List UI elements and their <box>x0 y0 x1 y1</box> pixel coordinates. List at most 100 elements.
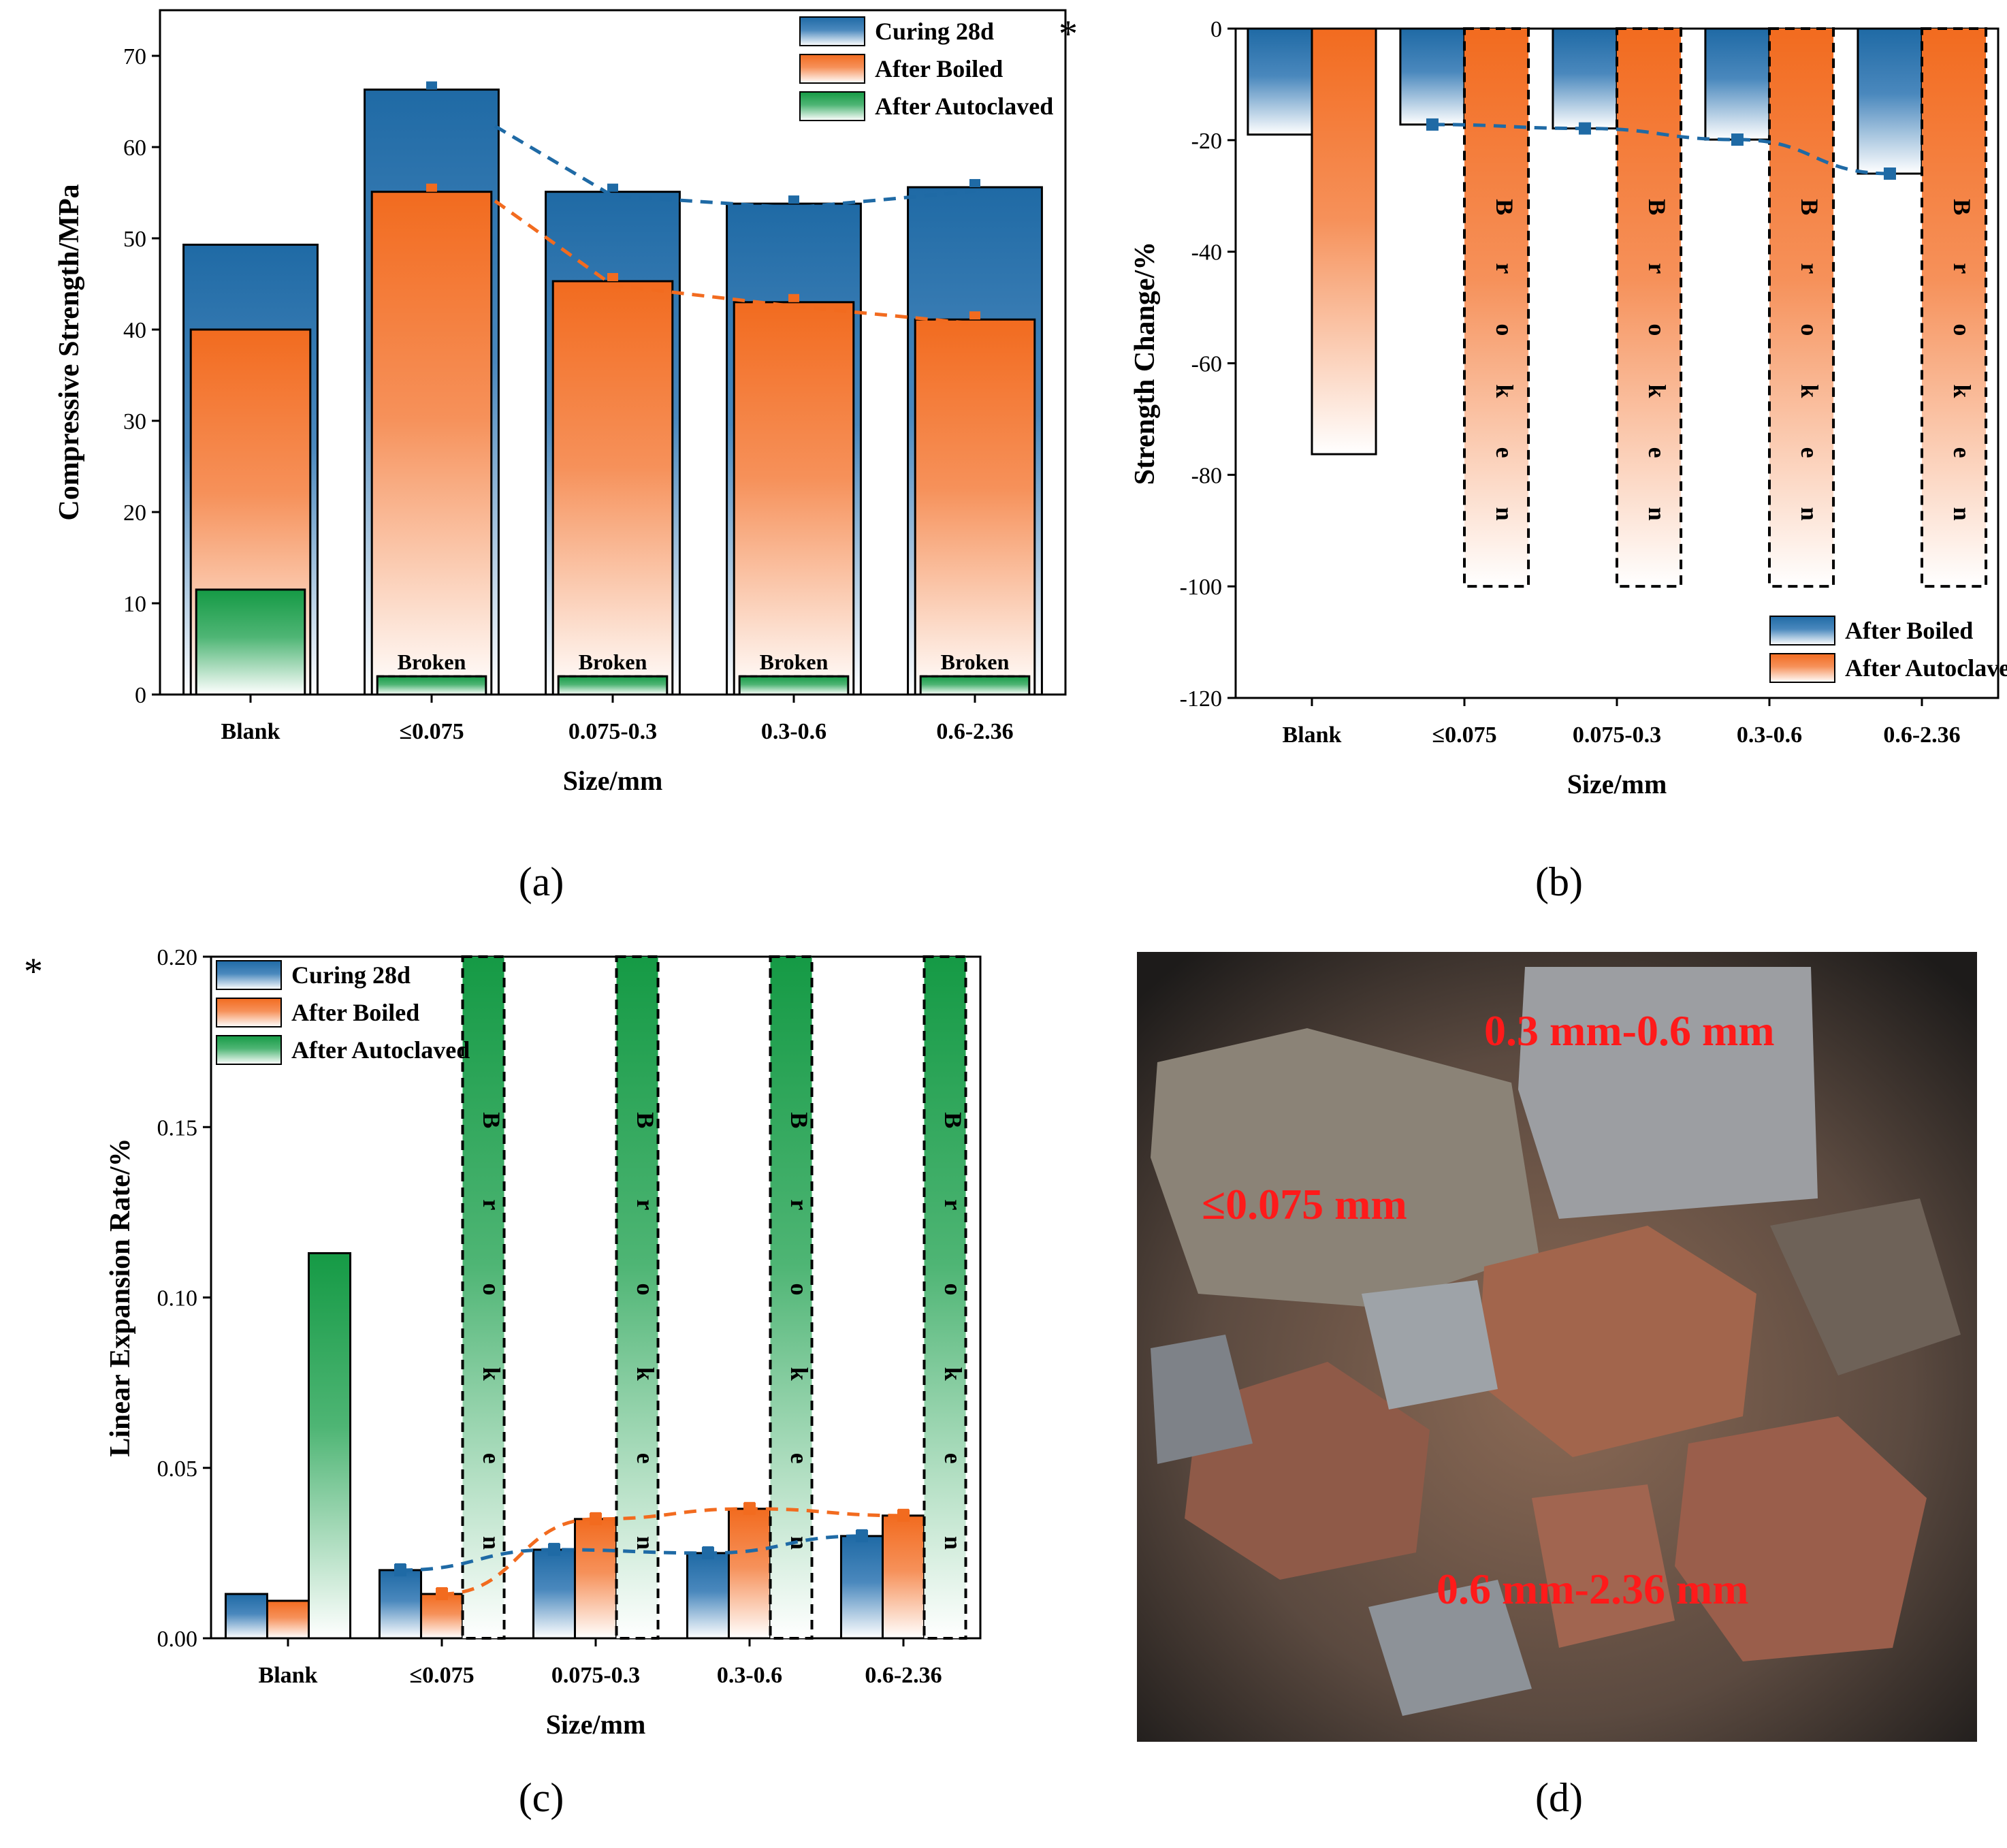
x-tick-label: 0.6-2.36 <box>865 1663 942 1688</box>
trend-line-curing <box>1432 123 1890 176</box>
bar-boiled <box>551 280 674 696</box>
bar-broken-boiled <box>1464 29 1529 587</box>
broken-letter: r <box>1491 263 1518 274</box>
trend-point <box>1426 118 1439 131</box>
bar-curing <box>1247 27 1313 136</box>
broken-letter: o <box>632 1283 659 1295</box>
broken-letter: o <box>1491 323 1518 336</box>
broken-letter: e <box>1948 447 1976 458</box>
photo-chunk <box>1151 1028 1539 1307</box>
trend-line-curing <box>494 125 976 210</box>
bar-broken-autoclaved <box>376 675 487 696</box>
trend-point <box>1731 133 1744 146</box>
bar-autoclaved <box>195 588 306 696</box>
broken-letter: r <box>1796 263 1823 274</box>
y-tick-label: 30 <box>123 409 146 434</box>
x-tick-label: ≤0.075 <box>1432 722 1496 748</box>
broken-letter: r <box>940 1199 967 1210</box>
broken-letter: o <box>478 1283 505 1295</box>
photo-size-label: 0.3 mm-0.6 mm <box>1484 1006 1775 1055</box>
broken-letter: B <box>478 1112 505 1128</box>
legend-label: Curing 28d <box>291 961 411 989</box>
bar-broken-autoclaved <box>557 675 669 696</box>
broken-letter: e <box>786 1453 813 1464</box>
broken-letter: e <box>478 1453 505 1464</box>
bar-broken-autoclaved <box>770 957 812 1638</box>
legend-label: After Autoclaved <box>1845 654 2007 682</box>
chart-panel-a: 0 10 20 30 40 50 60 70 Blank ≤0.075 0.075-0.3 0.3-0… <box>54 9 1067 796</box>
y-tick-label: 0.20 <box>157 945 198 970</box>
y-tick-label: 20 <box>123 500 146 526</box>
photo-chunk <box>1518 967 1818 1219</box>
legend-label: After Boiled <box>291 999 419 1026</box>
broken-letter: k <box>1643 384 1671 398</box>
bar-boiled <box>370 191 493 696</box>
broken-outline <box>615 955 660 1640</box>
bar-curing <box>686 1552 730 1640</box>
broken-letter: o <box>1948 323 1976 336</box>
broken-letter: B <box>940 1112 967 1128</box>
broken-letter: k <box>940 1367 967 1381</box>
broken-letter: e <box>1491 447 1518 458</box>
bar-boiled <box>573 1518 618 1640</box>
broken-label: Broken <box>760 650 829 674</box>
broken-letter: r <box>1948 263 1976 274</box>
panel-captions: (a) (b) (c) (d) <box>519 859 1583 1820</box>
broken-outline <box>1921 27 1988 588</box>
broken-letter: n <box>1643 507 1671 521</box>
broken-letter: o <box>940 1283 967 1295</box>
legend-swatch <box>1769 653 1835 683</box>
y-tick-label: 60 <box>123 136 146 161</box>
panel-caption-a: (a) <box>519 859 564 904</box>
broken-outline <box>1463 27 1530 588</box>
legend-label: After Autoclaved <box>291 1036 470 1064</box>
bar-boiled <box>419 1593 464 1640</box>
bar-curing <box>224 1593 268 1640</box>
x-tick-label: Blank <box>1283 722 1342 748</box>
error-bar-cap <box>607 183 618 192</box>
x-tick-label: 0.3-0.6 <box>761 719 826 744</box>
trend-point <box>897 1509 910 1522</box>
broken-letter: B <box>1643 199 1671 215</box>
x-tick-label: 0.6-2.36 <box>1883 722 1960 748</box>
x-tick-label: 0.3-0.6 <box>717 1663 782 1688</box>
broken-outline <box>1768 27 1835 588</box>
x-tick-label: 0.075-0.3 <box>551 1663 640 1688</box>
y-tick-label: 0.15 <box>157 1115 198 1141</box>
bar-autoclaved <box>308 1252 352 1640</box>
y-tick-label: 0.10 <box>157 1286 198 1311</box>
broken-letter: e <box>632 1453 659 1464</box>
broken-letter: o <box>1643 323 1671 336</box>
broken-letter: r <box>786 1199 813 1210</box>
bar-broken-autoclaved <box>738 675 850 696</box>
legend-swatch <box>1769 616 1835 646</box>
y-tick-label: -120 <box>1180 686 1222 712</box>
trend-point <box>701 1546 714 1559</box>
error-bar-cap <box>607 272 618 281</box>
x-axis-title: Size/mm <box>563 765 663 796</box>
bar-boiled <box>914 318 1036 696</box>
legend-swatch <box>799 16 865 46</box>
y-tick-label: 70 <box>123 44 146 69</box>
photo-chunk <box>1532 1484 1675 1648</box>
error-bar-cap <box>969 311 980 320</box>
x-tick-label: Blank <box>221 719 280 744</box>
broken-letter: B <box>1491 199 1518 215</box>
broken-letter: r <box>1643 263 1671 274</box>
chart-panel-b: 0 -20 -40 -60 -80 -100 -120 Blank ≤0.075 0.075-0.… <box>1059 13 2007 799</box>
y-tick-label: 0.00 <box>157 1627 198 1652</box>
broken-letter: n <box>478 1536 505 1550</box>
bar-boiled <box>1311 27 1377 456</box>
y-tick-label: 0 <box>1210 17 1222 42</box>
broken-letter: n <box>940 1536 967 1550</box>
bar-curing <box>1399 27 1466 126</box>
panel-asterisk: * <box>24 951 43 993</box>
bar-curing <box>532 1548 576 1640</box>
bar-broken-boiled <box>1922 29 1987 587</box>
trend-point <box>547 1543 560 1556</box>
broken-letter: k <box>1948 384 1976 398</box>
trend-point <box>743 1502 756 1515</box>
bar-curing <box>1704 27 1771 141</box>
photo-chunk <box>1770 1198 1961 1375</box>
